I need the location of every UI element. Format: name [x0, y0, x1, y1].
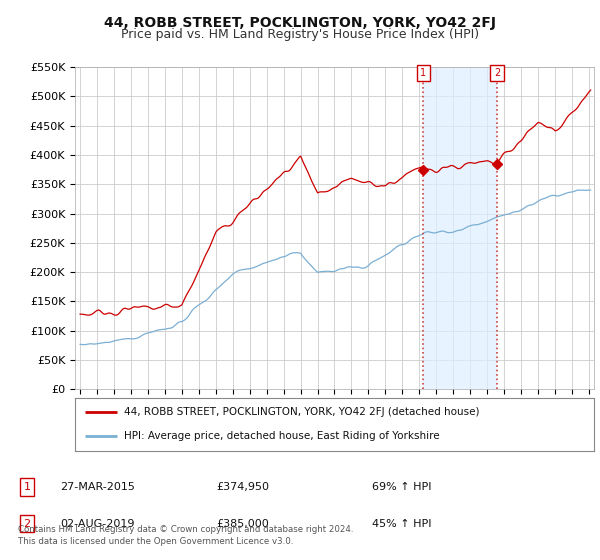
Text: 45% ↑ HPI: 45% ↑ HPI [372, 519, 431, 529]
Text: 69% ↑ HPI: 69% ↑ HPI [372, 482, 431, 492]
Text: Contains HM Land Registry data © Crown copyright and database right 2024.
This d: Contains HM Land Registry data © Crown c… [18, 525, 353, 546]
Text: £385,000: £385,000 [216, 519, 269, 529]
Text: 02-AUG-2019: 02-AUG-2019 [60, 519, 134, 529]
Text: HPI: Average price, detached house, East Riding of Yorkshire: HPI: Average price, detached house, East… [124, 431, 440, 441]
Text: 2: 2 [23, 519, 31, 529]
Text: 44, ROBB STREET, POCKLINGTON, YORK, YO42 2FJ (detached house): 44, ROBB STREET, POCKLINGTON, YORK, YO42… [124, 407, 480, 417]
Text: 2: 2 [494, 68, 500, 78]
Bar [423, 67, 497, 389]
Text: 1: 1 [23, 482, 31, 492]
Text: Price paid vs. HM Land Registry's House Price Index (HPI): Price paid vs. HM Land Registry's House … [121, 28, 479, 41]
Text: 1: 1 [420, 68, 426, 78]
Text: £374,950: £374,950 [216, 482, 269, 492]
Text: 44, ROBB STREET, POCKLINGTON, YORK, YO42 2FJ: 44, ROBB STREET, POCKLINGTON, YORK, YO42… [104, 16, 496, 30]
Text: 27-MAR-2015: 27-MAR-2015 [60, 482, 135, 492]
